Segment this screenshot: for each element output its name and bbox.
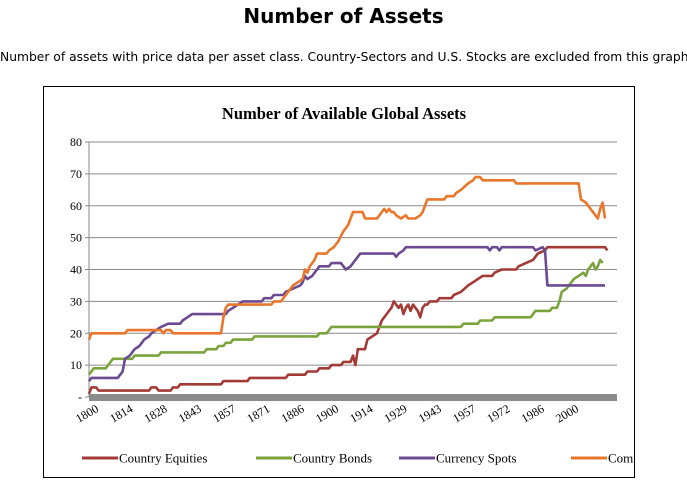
x-tick-label: 1900 (313, 401, 341, 425)
legend-label: Country Equities (119, 451, 207, 466)
y-tick-label: 60 (70, 199, 82, 213)
x-axis-band (89, 394, 617, 401)
series-line-country-equities (87, 245, 609, 395)
chart-title: Number of Available Global Assets (222, 104, 467, 123)
y-tick-label: 30 (70, 294, 82, 308)
x-tick-label: 1972 (485, 401, 513, 425)
y-tick-label: 10 (70, 358, 82, 372)
x-tick-label: 2000 (553, 401, 581, 425)
x-tick-label: 1814 (107, 401, 135, 425)
x-tick-label: 1943 (416, 401, 444, 425)
x-tick-label: 1800 (73, 401, 101, 425)
y-tick-label: 20 (70, 326, 82, 340)
y-tick-label: 80 (70, 135, 82, 149)
legend-label: Currency Spots (436, 451, 517, 466)
x-tick-label: 1843 (176, 401, 204, 425)
x-tick-label: 1871 (245, 401, 273, 425)
y-tick-label: 40 (70, 263, 82, 277)
legend-label: Country Bonds (293, 451, 372, 466)
x-tick-label: 1929 (382, 401, 410, 425)
series-line-country-bonds (87, 258, 604, 376)
x-tick-label: 1857 (210, 401, 238, 425)
page-title: Number of Assets (243, 4, 444, 28)
x-tick-label: 1957 (450, 401, 478, 425)
chart-frame: Number of Available Global Assets - 10 20 3… (43, 86, 635, 478)
line-chart: Number of Available Global Assets - 10 20 3… (70, 104, 634, 466)
y-tick-label: 70 (70, 167, 82, 181)
x-tick-label: 1886 (279, 401, 307, 425)
x-tick-label: 1828 (142, 401, 170, 425)
y-tick-label: 50 (70, 231, 82, 245)
series-line-commodities (87, 175, 607, 341)
legend-label: Commodities (608, 451, 634, 466)
x-tick-label: 1986 (519, 401, 547, 425)
x-tick-label: 1914 (347, 401, 375, 425)
y-tick-label: - (78, 390, 82, 404)
page-subtitle: Number of assets with price data per ass… (0, 50, 687, 64)
